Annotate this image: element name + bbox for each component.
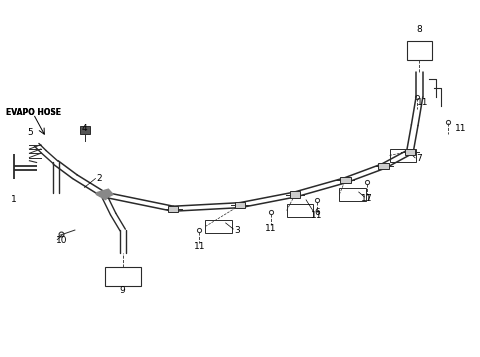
Bar xyxy=(405,149,415,155)
Text: 11: 11 xyxy=(265,224,277,233)
Text: 11: 11 xyxy=(456,124,467,133)
Bar xyxy=(290,191,300,198)
Text: 7: 7 xyxy=(365,193,371,202)
Text: 11: 11 xyxy=(417,97,429,106)
Text: 9: 9 xyxy=(120,286,126,295)
Text: 2: 2 xyxy=(96,174,102,183)
Polygon shape xyxy=(96,189,113,200)
Text: EVAPO HOSE: EVAPO HOSE xyxy=(6,108,61,117)
Text: 1: 1 xyxy=(11,195,17,204)
Bar xyxy=(287,204,313,217)
Bar xyxy=(105,267,141,286)
Text: 6: 6 xyxy=(314,208,320,217)
Bar xyxy=(235,202,245,208)
Text: 11: 11 xyxy=(311,211,323,220)
Text: 5: 5 xyxy=(27,128,33,137)
Text: 7: 7 xyxy=(416,155,422,164)
Text: 3: 3 xyxy=(234,226,240,235)
Bar xyxy=(80,126,90,134)
Text: 4: 4 xyxy=(82,124,87,133)
Bar xyxy=(390,149,416,162)
Bar xyxy=(205,220,232,233)
Text: 11: 11 xyxy=(361,193,372,202)
Text: 8: 8 xyxy=(417,25,422,34)
Bar xyxy=(407,41,432,60)
Bar xyxy=(168,206,178,212)
Bar xyxy=(340,177,350,183)
Text: 10: 10 xyxy=(56,236,67,245)
Text: EVAPO HOSE: EVAPO HOSE xyxy=(6,108,61,117)
Bar xyxy=(378,163,389,169)
Bar xyxy=(339,188,366,201)
Text: 11: 11 xyxy=(193,242,205,251)
